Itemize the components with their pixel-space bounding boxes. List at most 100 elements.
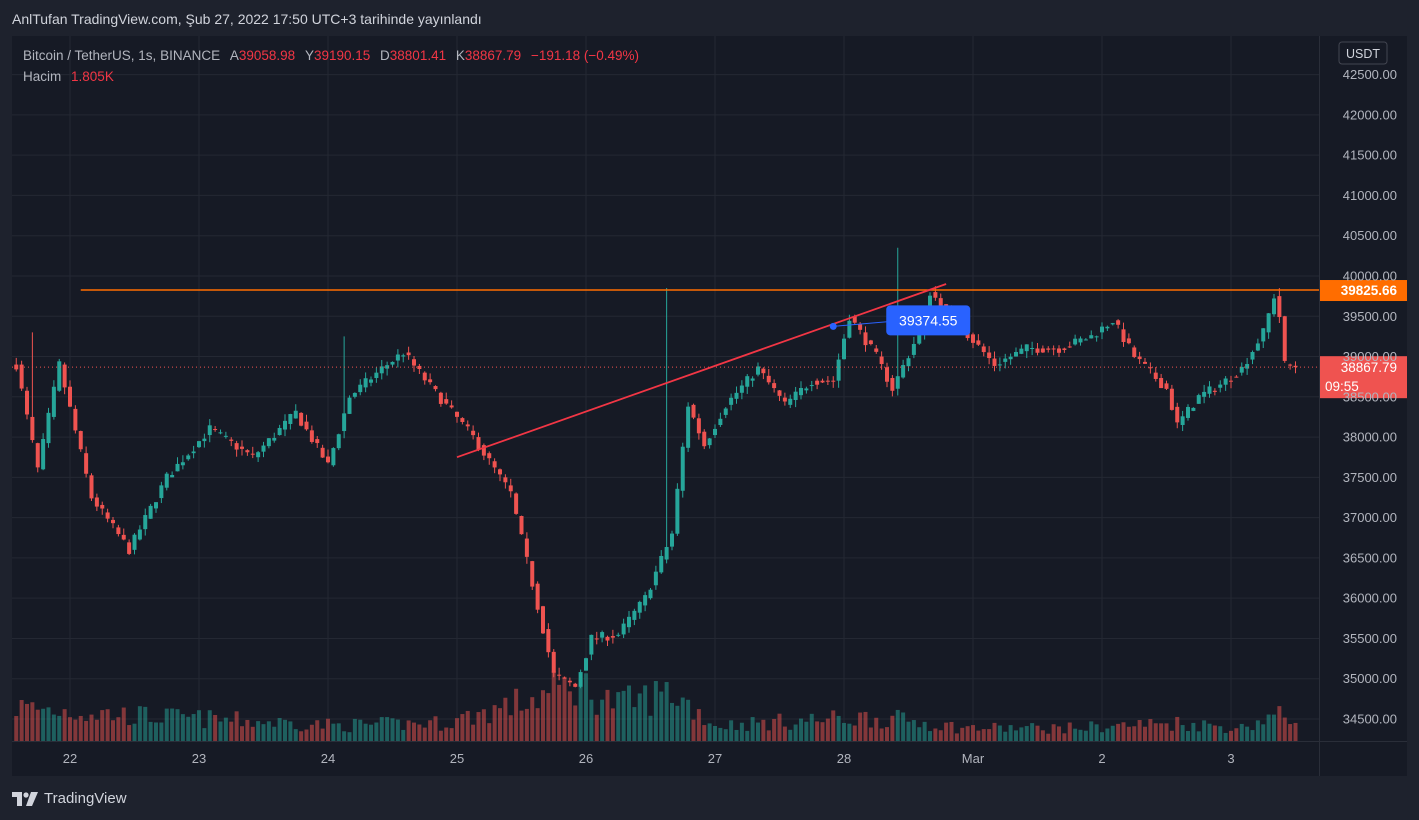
currency-label: USDT — [1346, 47, 1380, 61]
volume-bar — [739, 722, 744, 741]
legend-high-label: Y — [304, 48, 314, 63]
price-tick-label: 37500.00 — [1343, 470, 1397, 485]
resistance-price-badge[interactable] — [1320, 280, 1407, 302]
price-chart-svg[interactable]: 39374.55 USDT 39825.66 38867.79 09:55 42500… — [12, 36, 1407, 776]
volume-bar — [879, 728, 884, 741]
volume-bar — [422, 727, 427, 741]
candle-body — [62, 364, 67, 388]
candle-body — [78, 431, 83, 450]
candle-body — [417, 365, 422, 370]
candle-body — [584, 658, 588, 671]
candle-body — [799, 387, 803, 396]
candle-body — [1051, 348, 1056, 350]
ascending-trendline[interactable] — [456, 283, 947, 459]
candle-body — [433, 386, 438, 390]
volume-bar — [949, 721, 954, 741]
price-tick-label: 42500.00 — [1343, 67, 1397, 82]
candle-body — [874, 348, 879, 352]
candle-body — [164, 473, 169, 488]
volume-bar — [455, 718, 459, 741]
candle-body — [84, 453, 89, 474]
candle-body — [809, 385, 814, 387]
volume-bar — [245, 719, 250, 741]
legend-volume-label[interactable]: Hacim — [23, 69, 62, 84]
volume-bar — [653, 681, 658, 741]
candle-body — [1008, 356, 1013, 360]
candle-body — [1239, 366, 1244, 373]
volume-bar — [863, 711, 868, 741]
candle-body — [627, 616, 631, 628]
volume-bar — [1180, 725, 1185, 741]
volume-bar — [444, 727, 449, 741]
volume-bar — [471, 724, 476, 741]
volume-bar — [1089, 721, 1094, 741]
candle-body — [1223, 378, 1228, 385]
volume-bar — [256, 721, 261, 741]
candle-body — [815, 380, 820, 385]
chart-pane[interactable]: 39374.55 USDT 39825.66 38867.79 09:55 42500… — [12, 36, 1407, 776]
volume-bar — [573, 705, 578, 741]
last-price-badge[interactable] — [1320, 356, 1407, 399]
volume-bar — [514, 688, 519, 741]
volume-bar — [632, 707, 637, 741]
volume-bar — [186, 716, 191, 741]
volume-bar — [696, 709, 701, 741]
volume-bar — [557, 684, 562, 741]
candle-body — [976, 340, 981, 345]
trendline-handle[interactable] — [829, 322, 837, 330]
legend-symbol[interactable]: Bitcoin / TetherUS, 1s, BINANCE — [23, 48, 221, 63]
candle-body — [111, 519, 115, 524]
candle-body — [868, 340, 873, 345]
candle-body — [218, 432, 223, 434]
currency-button[interactable] — [1338, 41, 1388, 65]
volume-bar — [1239, 723, 1244, 741]
volume-bar — [627, 685, 631, 741]
volume-bar — [815, 721, 820, 741]
price-tick-label: 38000.00 — [1343, 430, 1397, 445]
volume-bar — [428, 720, 433, 741]
volume-bar — [852, 725, 857, 741]
volume-bar — [159, 722, 164, 741]
candle-body — [1261, 328, 1266, 342]
tradingview-logo[interactable]: TradingView — [12, 790, 127, 807]
candle-body — [137, 529, 142, 540]
volume-bar — [476, 712, 481, 741]
volume-bar — [94, 719, 99, 741]
volume-bar — [320, 728, 325, 741]
volume-bar — [1186, 731, 1190, 741]
candle-body — [1014, 351, 1018, 357]
volume-bar — [535, 708, 540, 741]
bar-countdown: 09:55 — [1325, 379, 1359, 394]
candle-body — [390, 361, 395, 365]
volume-bar — [648, 715, 653, 741]
candle-body — [422, 372, 427, 381]
price-axis[interactable]: USDT 39825.66 38867.79 09:55 — [1319, 36, 1408, 776]
trendline-tooltip-text: 39374.55 — [899, 312, 958, 328]
bottom-bar: TradingView — [0, 776, 1419, 820]
candle-body — [573, 683, 578, 687]
volume-bar — [1202, 720, 1207, 741]
price-tick-label: 37000.00 — [1343, 510, 1397, 525]
drawings[interactable]: 39374.55 — [12, 283, 1319, 459]
candle-body — [1110, 323, 1115, 325]
legend-low: 38801.41 — [389, 48, 447, 63]
volume-bar — [299, 731, 304, 741]
candle-body — [1057, 348, 1061, 353]
candle-body — [1169, 388, 1174, 410]
candle-body — [842, 338, 846, 360]
volume-bar — [57, 715, 62, 741]
volume-bar — [1067, 722, 1072, 741]
candle-body — [1159, 378, 1164, 389]
volume-bar — [530, 697, 535, 741]
volume-bar — [234, 711, 239, 741]
time-tick-label: 23 — [192, 751, 206, 766]
candle-body — [304, 421, 309, 430]
volume-bar — [546, 693, 551, 741]
volume-bar — [19, 700, 24, 741]
candle-body — [186, 455, 191, 460]
candle-body — [777, 390, 782, 396]
volume-bar — [433, 716, 438, 741]
volume-bar — [928, 731, 932, 741]
candle-body — [35, 443, 40, 468]
candle-body — [170, 474, 175, 478]
